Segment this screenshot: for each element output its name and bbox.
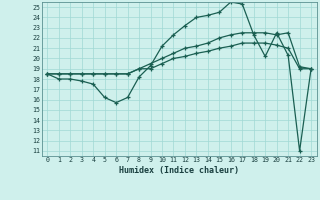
X-axis label: Humidex (Indice chaleur): Humidex (Indice chaleur) bbox=[119, 166, 239, 175]
